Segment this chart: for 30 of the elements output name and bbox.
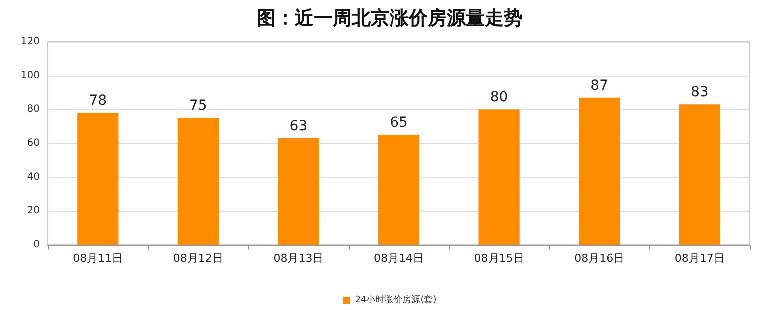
data-label: 83 — [690, 84, 709, 101]
y-tick-label: 100 — [20, 70, 40, 82]
y-tick-label: 120 — [20, 36, 40, 48]
x-tick-label: 08月17日 — [674, 252, 725, 265]
bar — [679, 104, 720, 245]
x-tick-label: 08月15日 — [474, 252, 524, 265]
data-label: 80 — [490, 90, 508, 106]
data-label: 65 — [390, 115, 408, 132]
data-label: 87 — [590, 78, 608, 94]
data-label: 63 — [290, 118, 308, 134]
chart-title: 图：近一周北京涨价房源量走势 — [257, 8, 523, 30]
y-tick-label: 80 — [27, 104, 40, 116]
y-tick-label: 40 — [27, 172, 40, 183]
data-label: 75 — [190, 98, 208, 114]
bar — [278, 138, 320, 245]
bar — [478, 110, 520, 245]
x-tick-label: 08月14日 — [374, 252, 424, 265]
x-tick-label: 08月11日 — [73, 252, 124, 265]
x-tick-label: 08月13日 — [274, 252, 324, 265]
bar — [378, 135, 420, 245]
bar — [178, 118, 219, 245]
bar — [579, 98, 620, 245]
legend-label: 24小时涨价房源(套) — [355, 294, 437, 306]
data-label: 78 — [89, 93, 108, 110]
x-tick-label: 08月16日 — [574, 252, 625, 265]
y-tick-label: 60 — [27, 138, 40, 149]
bar — [78, 113, 119, 245]
y-tick-label: 20 — [27, 206, 40, 217]
y-tick-label: 0 — [34, 240, 40, 250]
x-tick-label: 08月12日 — [173, 252, 224, 265]
